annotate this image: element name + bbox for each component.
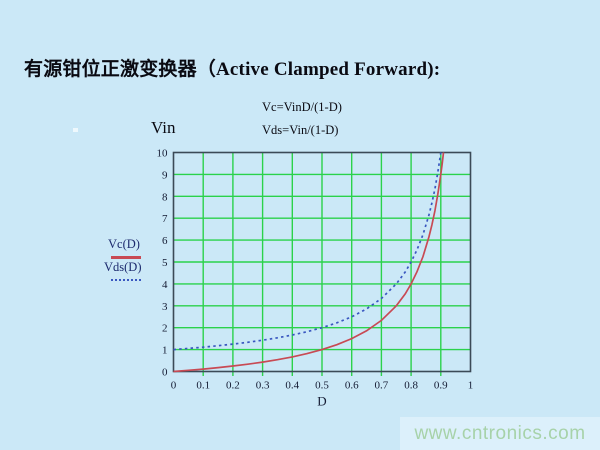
y-tick-label: 6 bbox=[162, 235, 168, 247]
x-tick-label: 0.5 bbox=[315, 380, 329, 392]
legend-line-vc-sample bbox=[111, 256, 141, 259]
x-tick-label: 0.4 bbox=[285, 380, 299, 392]
plot-border bbox=[172, 151, 472, 373]
x-tick-label: 0.8 bbox=[404, 380, 418, 392]
y-tick-label: 5 bbox=[162, 257, 168, 269]
x-axis-label: D bbox=[317, 394, 326, 409]
x-tick-label: 0.2 bbox=[226, 380, 240, 392]
x-tick-label: 0.3 bbox=[256, 380, 270, 392]
y-tick-label: 10 bbox=[157, 148, 169, 160]
x-tick-label: 0 bbox=[171, 380, 177, 392]
legend-label-vds: Vds(D) bbox=[104, 260, 142, 274]
y-tick-label: 9 bbox=[162, 169, 168, 181]
y-tick-label: 7 bbox=[162, 213, 168, 225]
legend-label-vc: Vc(D) bbox=[108, 237, 140, 251]
bullet-marker bbox=[73, 128, 78, 132]
y-tick-label: 2 bbox=[162, 323, 168, 335]
y-tick-label: 3 bbox=[162, 301, 168, 313]
watermark-text: www.cntronics.com bbox=[414, 422, 586, 444]
y-tick-label: 4 bbox=[162, 279, 168, 291]
x-tick-label: 0.9 bbox=[434, 380, 448, 392]
formula-vc: Vc=VinD/(1-D) bbox=[262, 100, 342, 114]
curve-vdsd bbox=[173, 152, 442, 351]
vin-label: Vin bbox=[151, 118, 176, 137]
page-title: 有源钳位正激变换器（Active Clamped Forward): bbox=[24, 59, 441, 80]
formula-vds: Vds=Vin/(1-D) bbox=[262, 123, 339, 137]
x-tick-label: 0.6 bbox=[345, 380, 359, 392]
y-tick-label: 8 bbox=[162, 191, 168, 203]
x-tick-label: 0.7 bbox=[375, 380, 389, 392]
x-tick-label: 0.1 bbox=[196, 380, 210, 392]
y-tick-label: 1 bbox=[162, 345, 168, 357]
curve-vcd bbox=[173, 152, 445, 373]
watermark-band: www.cntronics.com bbox=[400, 417, 600, 450]
y-tick-label: 0 bbox=[162, 367, 168, 379]
legend-line-vds-sample bbox=[111, 279, 141, 281]
x-tick-label: 1 bbox=[468, 380, 474, 392]
